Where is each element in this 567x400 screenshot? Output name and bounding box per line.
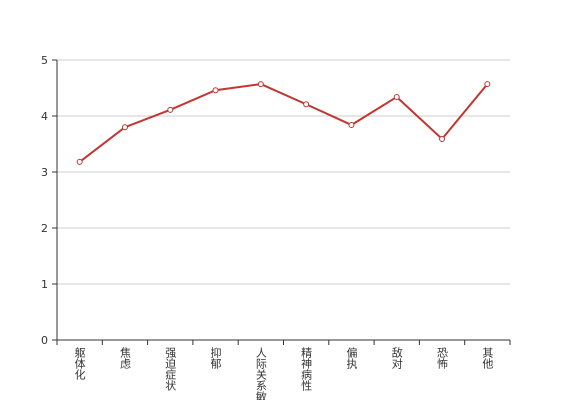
point (393, 93, 400, 100)
x-tick-label: 强迫症状 (164, 347, 177, 391)
x-tick-label: 抑郁 (209, 346, 222, 369)
point (257, 81, 264, 88)
point (121, 124, 128, 131)
x-tick-label: 偏执 (345, 346, 358, 370)
y-tick-label: 0 (41, 334, 48, 347)
x-tick-label: 精神病性 (300, 347, 313, 392)
y-tick-label: 5 (41, 54, 48, 67)
point (76, 158, 83, 165)
x-tick-label: 敌对 (390, 346, 403, 369)
line (79, 83, 489, 163)
point (484, 81, 491, 88)
y-tick-label: 3 (41, 166, 48, 179)
point (439, 135, 446, 142)
point (303, 101, 310, 108)
x-tick-label: 恐怖 (436, 347, 449, 369)
point (348, 121, 355, 128)
y-tick-label: 2 (41, 222, 48, 235)
x-tick-label: 其他 (481, 347, 494, 369)
x-tick-label: 躯体化 (73, 347, 86, 381)
y-tick-label: 1 (41, 278, 48, 291)
point (212, 87, 219, 94)
y-tick-label: 4 (41, 110, 48, 123)
x-tick-label: 人际关系敏感 (254, 347, 267, 400)
point (167, 106, 174, 113)
x-tick-label: 焦虑 (118, 347, 131, 369)
